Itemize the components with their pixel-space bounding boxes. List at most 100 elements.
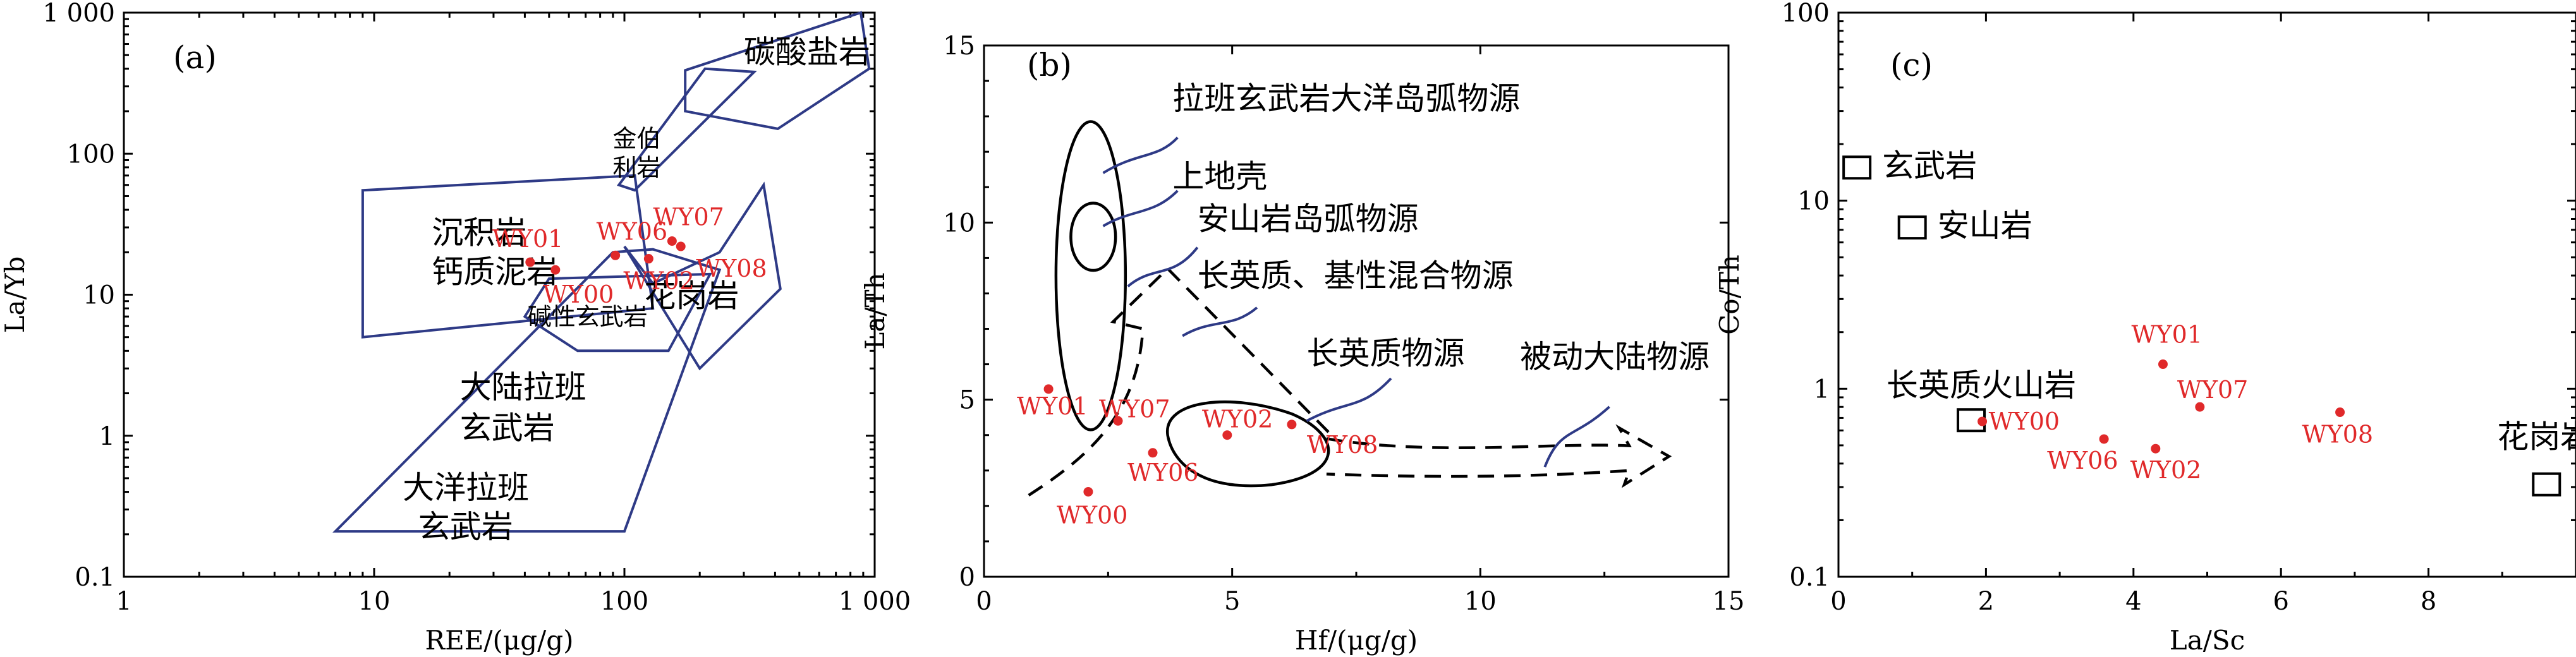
field-boundary xyxy=(332,248,722,533)
sample-point xyxy=(525,257,535,267)
y-tick-label: 1 xyxy=(1814,375,1830,404)
y-axis-title: La/Yb xyxy=(0,256,30,334)
field-label: 拉班玄武岩大洋岛弧物源 xyxy=(1172,80,1520,117)
field-label: 长英质物源 xyxy=(1306,335,1464,372)
field-boundary xyxy=(523,272,713,353)
passive-margin-field xyxy=(1326,424,1672,488)
x-tick-label: 1 000 xyxy=(839,587,911,616)
y-tick-label: 1 xyxy=(99,422,115,451)
reference-rock-marker xyxy=(2532,472,2561,497)
field-label: 大陆拉班玄武岩大洋拉班玄武岩 xyxy=(403,369,586,545)
sample-point xyxy=(1113,416,1123,426)
sample-label: WY00 xyxy=(1057,501,1128,529)
sample-label: WY02 xyxy=(623,267,695,295)
field-label: 沉积岩钙质泥岩 xyxy=(432,215,558,291)
sample-point xyxy=(1978,416,1988,426)
sample-label: WY01 xyxy=(2131,321,2202,349)
y-axis-title: Co/Th xyxy=(1714,255,1745,335)
sample-point xyxy=(2151,443,2161,454)
sample-label: WY08 xyxy=(696,255,767,282)
y-tick-label: 100 xyxy=(67,140,115,169)
field-label: 长英质、基性混合物源 xyxy=(1198,257,1514,294)
field-label: 花岗岩 xyxy=(644,278,739,315)
field-label: 碱性玄武岩 xyxy=(528,303,648,330)
plot-frame xyxy=(983,44,1730,578)
x-tick-label: 10 xyxy=(358,587,391,616)
x-axis-title: La/Sc xyxy=(2170,625,2245,656)
sample-label: WY06 xyxy=(1127,459,1199,486)
upper-crust-field xyxy=(1069,202,1117,272)
reference-rock-label: 安山岩 xyxy=(1938,207,2032,244)
sample-point xyxy=(1222,430,1232,440)
sample-label: WY08 xyxy=(2302,421,2374,449)
sample-label: WY07 xyxy=(653,203,724,231)
sample-point xyxy=(643,254,653,264)
sample-label: WY02 xyxy=(1202,406,1273,433)
sample-point xyxy=(2335,407,2345,418)
sample-label: WY08 xyxy=(1307,431,1378,459)
y-tick-label: 10 xyxy=(83,281,115,310)
sample-point xyxy=(676,241,686,251)
field-label: 碳酸盐岩 xyxy=(744,34,870,71)
leader-line xyxy=(1127,246,1199,287)
panel-label: (c) xyxy=(1890,47,1933,83)
field-boundary xyxy=(623,181,782,371)
y-axis-title: La/Th xyxy=(860,272,890,349)
x-tick-label: 4 xyxy=(2125,587,2141,616)
x-tick-label: 6 xyxy=(2273,587,2288,616)
field-boundary xyxy=(616,67,757,192)
y-tick-label: 1 000 xyxy=(42,0,115,28)
panel-label: (a) xyxy=(173,39,217,76)
reference-rock-marker xyxy=(1897,215,1927,240)
sample-label: WY02 xyxy=(2130,456,2202,484)
leader-line xyxy=(1102,136,1179,174)
y-tick-label: 0.1 xyxy=(75,563,115,592)
sample-label: WY01 xyxy=(1017,392,1088,420)
sample-point xyxy=(2158,359,2168,370)
panel-label: (b) xyxy=(1027,47,1072,83)
field-boundary xyxy=(684,11,871,131)
plot-frame xyxy=(1837,11,2576,578)
x-axis-title: REE/(μg/g) xyxy=(425,625,573,656)
reference-rock-label: 长英质火山岩 xyxy=(1886,367,2076,404)
sample-point xyxy=(1148,448,1158,458)
panel-3-axes: 0 2 4 6 8 0.1 1 10 100 La/Sc Co/Th xyxy=(1714,0,2576,656)
sample-label: WY00 xyxy=(1989,407,2060,435)
sample-label: WY00 xyxy=(543,280,614,308)
y-tick-label: 100 xyxy=(1782,0,1830,28)
x-tick-label: 0 xyxy=(976,587,992,616)
sample-label: WY07 xyxy=(2177,376,2249,404)
reference-rock-label: 花岗岩 xyxy=(2497,419,2576,455)
leader-line xyxy=(1102,190,1179,227)
sample-point xyxy=(2099,434,2109,444)
field-boundary xyxy=(361,174,655,339)
x-tick-label: 2 xyxy=(1978,587,1994,616)
oceanic-arc-field xyxy=(1054,120,1127,431)
field-label: 上地壳 xyxy=(1172,158,1267,195)
x-tick-label: 100 xyxy=(600,587,648,616)
leader-line xyxy=(1543,406,1610,467)
sample-label: WY07 xyxy=(1099,395,1170,423)
field-label: 安山岩岛弧物源 xyxy=(1198,201,1419,238)
sample-label: WY06 xyxy=(2047,447,2118,474)
y-tick-label: 5 xyxy=(959,386,975,415)
panel-2-axes: 0 5 10 15 0 5 10 15 Hf/(μg/g) La/Th xyxy=(860,32,1744,656)
field-label: 金伯利岩 xyxy=(612,124,660,181)
x-axis-title: Hf/(μg/g) xyxy=(1295,625,1418,656)
y-tick-label: 0.1 xyxy=(1789,563,1830,592)
y-tick-label: 15 xyxy=(943,32,975,61)
leader-line xyxy=(1182,306,1258,337)
sample-point xyxy=(550,265,561,275)
x-tick-label: 8 xyxy=(2421,587,2436,616)
x-tick-label: 5 xyxy=(1224,587,1240,616)
leader-line xyxy=(1306,377,1392,423)
field-label: 被动大陆物源 xyxy=(1520,339,1710,375)
y-tick-label: 10 xyxy=(1797,187,1830,216)
reference-rock-label: 玄武岩 xyxy=(1882,147,1977,184)
sample-point xyxy=(2195,402,2205,412)
y-tick-label: 10 xyxy=(943,208,975,238)
sample-point xyxy=(1287,419,1297,430)
x-tick-label: 0 xyxy=(1830,587,1846,616)
x-tick-label: 15 xyxy=(1713,587,1745,616)
